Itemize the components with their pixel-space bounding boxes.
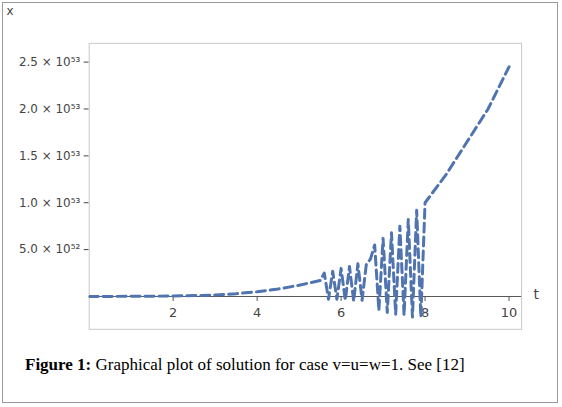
svg-text:t: t xyxy=(534,286,540,302)
html-text:Figure 1: Graphical plot of so: Figure 1: Graphical plot of solution for… xyxy=(25,355,465,374)
svg-text:2.0 × 10⁵³: 2.0 × 10⁵³ xyxy=(19,102,81,116)
svg-text:4: 4 xyxy=(253,305,261,320)
svg-text:6: 6 xyxy=(337,305,345,320)
svg-text:1.5 × 10⁵³: 1.5 × 10⁵³ xyxy=(19,149,81,163)
svg-text:2.5 × 10⁵³: 2.5 × 10⁵³ xyxy=(19,55,81,69)
svg-text:5.0 × 10⁵²: 5.0 × 10⁵² xyxy=(19,242,81,256)
svg-text:8: 8 xyxy=(420,304,430,320)
svg-text:10: 10 xyxy=(501,305,517,320)
svg-text:1.0 × 10⁵³: 1.0 × 10⁵³ xyxy=(19,196,81,210)
svg-text:x: x xyxy=(6,4,13,18)
svg-text:2: 2 xyxy=(169,305,177,320)
